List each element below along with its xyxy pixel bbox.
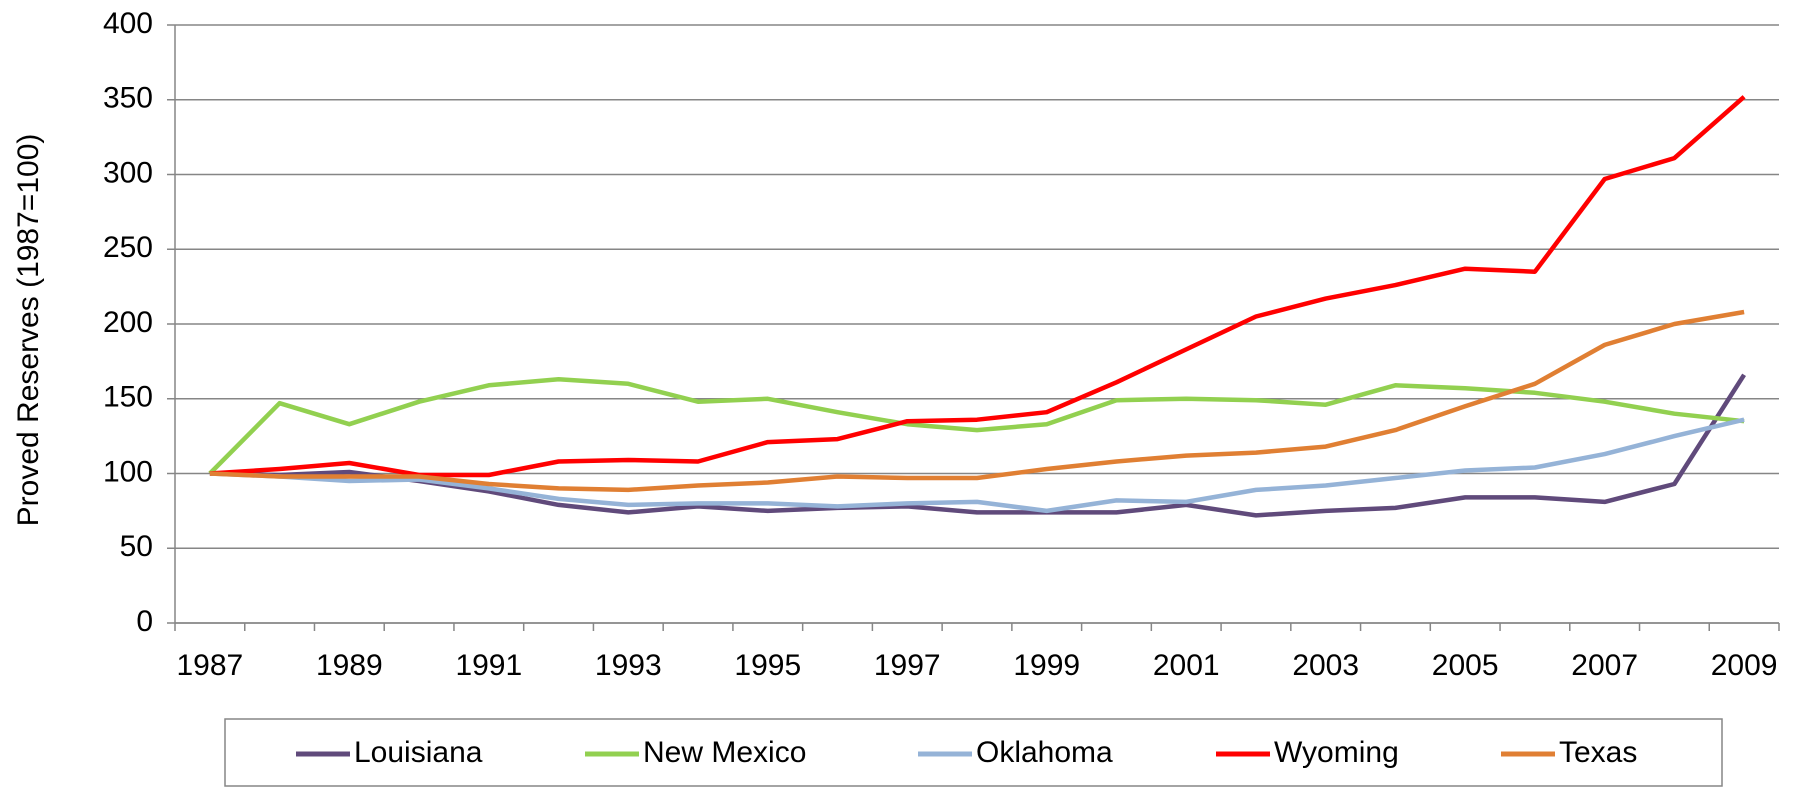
legend-label: Wyoming <box>1274 736 1399 769</box>
y-tick-label: 350 <box>103 82 153 115</box>
y-tick-label: 200 <box>103 306 153 339</box>
x-tick-label: 1991 <box>455 649 522 682</box>
series-line <box>209 95 1746 478</box>
legend-label: New Mexico <box>643 736 806 769</box>
x-tick-label: 1999 <box>1013 649 1080 682</box>
y-axis-title: Proved Reserves (1987=100) <box>12 134 45 527</box>
series-line <box>209 417 1745 514</box>
x-tick-label: 1995 <box>734 649 801 682</box>
x-tick-label: 2007 <box>1571 649 1638 682</box>
series-line <box>209 309 1745 493</box>
x-tick-label: 1997 <box>874 649 941 682</box>
x-tick-label: 2005 <box>1432 649 1499 682</box>
y-tick-label: 50 <box>120 530 153 563</box>
x-tick-label: 2009 <box>1711 649 1778 682</box>
x-tick-label: 2001 <box>1153 649 1220 682</box>
y-tick-label: 150 <box>103 381 153 414</box>
y-tick-label: 400 <box>103 7 153 40</box>
y-tick-label: 250 <box>103 231 153 264</box>
y-tick-label: 0 <box>136 605 153 638</box>
x-tick-label: 2003 <box>1292 649 1359 682</box>
x-tick-label: 1989 <box>316 649 383 682</box>
x-tick-label: 1987 <box>176 649 243 682</box>
legend-label: Texas <box>1559 736 1637 769</box>
legend-label: Oklahoma <box>976 736 1113 769</box>
series-line <box>209 373 1746 518</box>
y-tick-label: 100 <box>103 455 153 488</box>
x-tick-label: 1993 <box>595 649 662 682</box>
legend-box <box>224 718 1723 787</box>
series-line <box>208 377 1745 476</box>
y-tick-label: 300 <box>103 156 153 189</box>
legend-label: Louisiana <box>354 736 483 769</box>
